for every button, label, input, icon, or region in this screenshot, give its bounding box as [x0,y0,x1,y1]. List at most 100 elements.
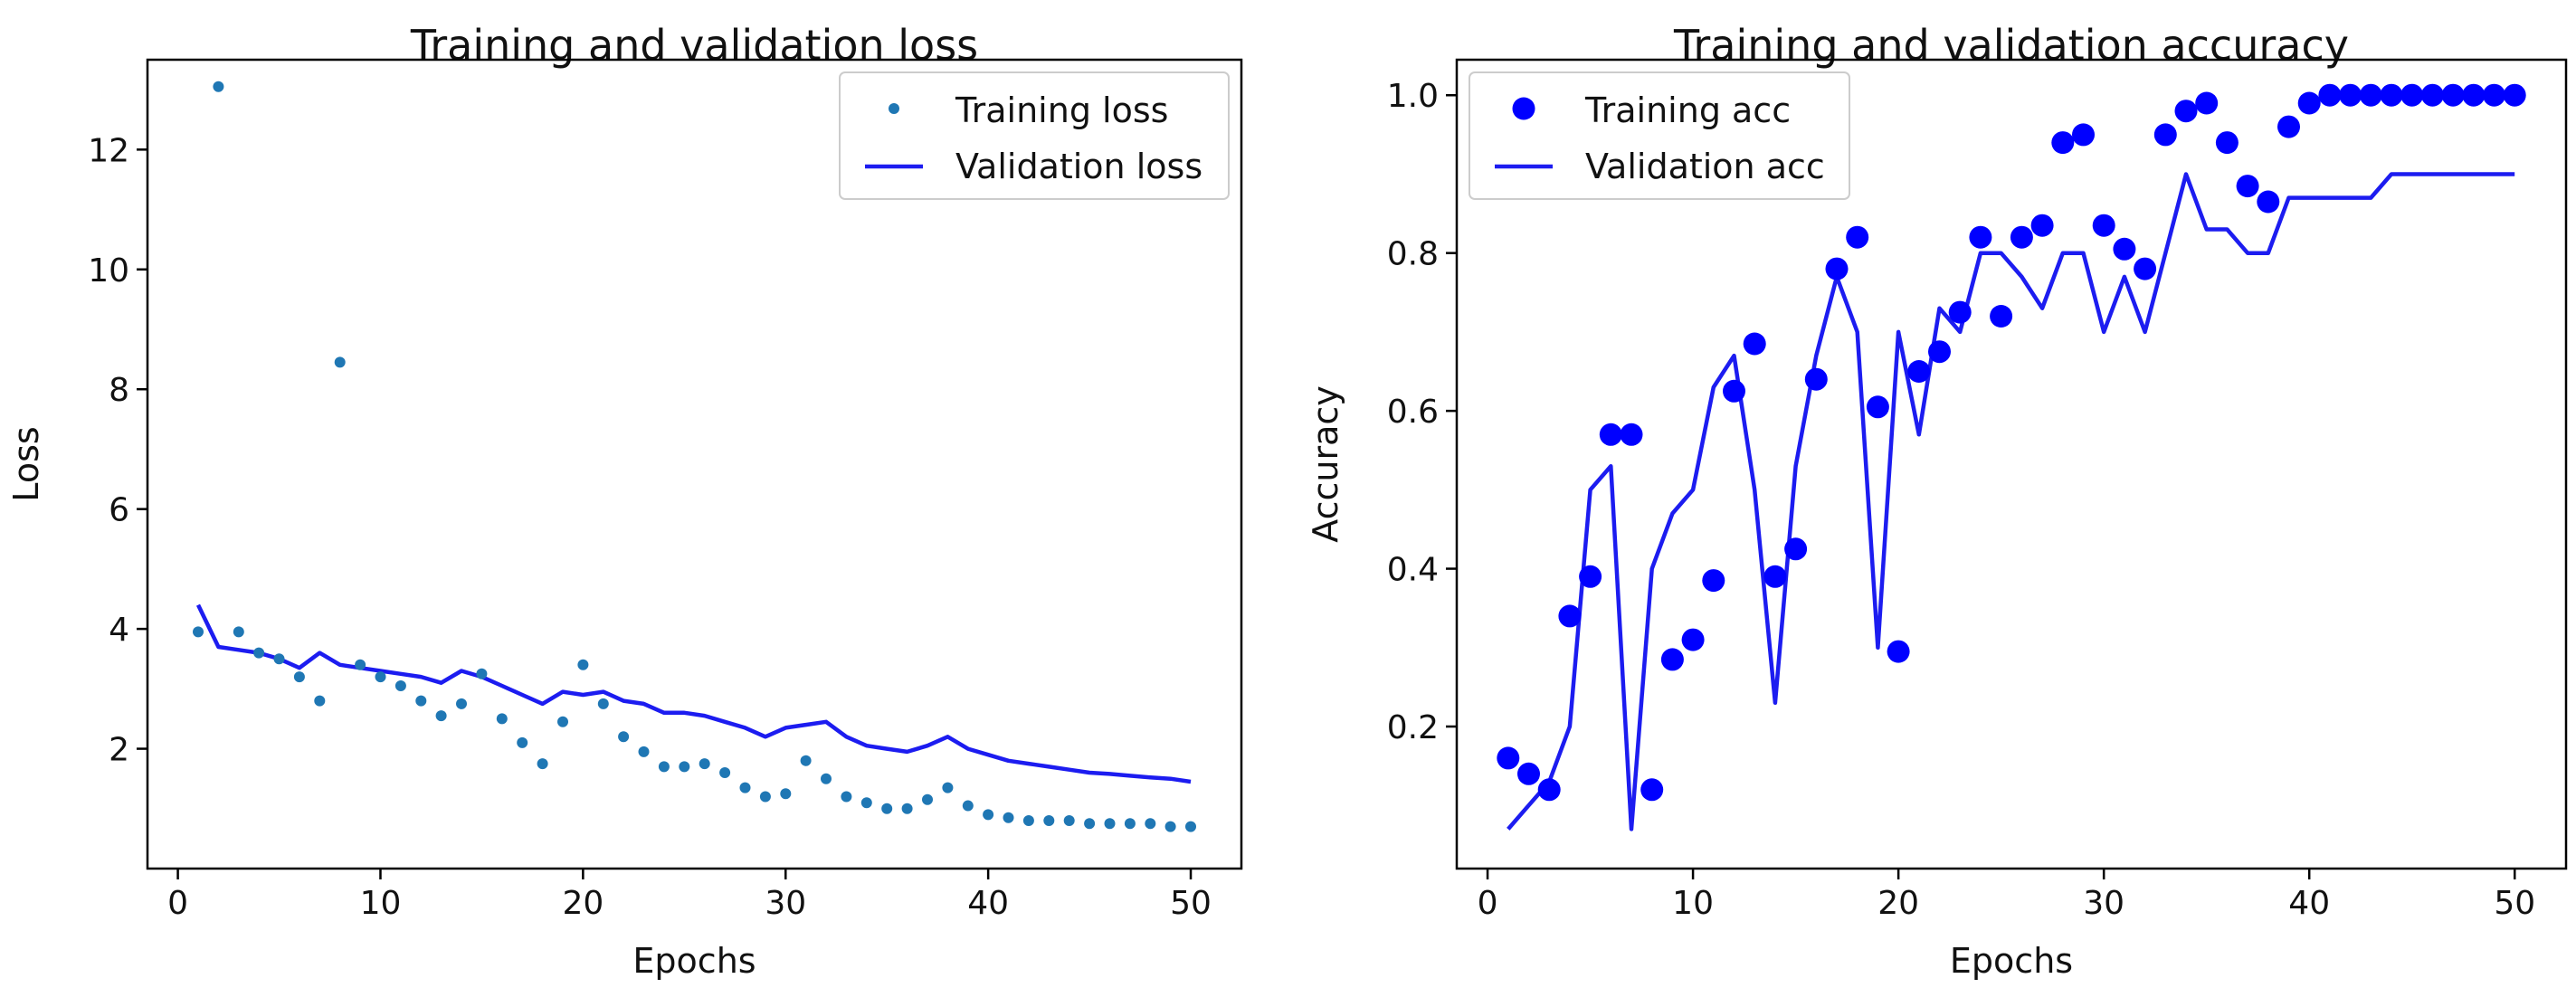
loss-chart-point [821,773,832,784]
loss-chart-x-tick-label: 50 [1170,885,1212,922]
accuracy-chart-point [2030,214,2054,237]
accuracy-chart-point [1784,537,1808,561]
loss-chart-point [1084,818,1096,830]
accuracy-chart-legend-label: Validation acc [1585,147,1825,186]
accuracy-chart-point [1620,423,1643,446]
loss-chart-point [780,788,792,800]
loss-chart-legend-label: Validation loss [955,147,1202,186]
loss-chart-point [557,716,568,727]
loss-chart-title: Training and validation loss [410,21,978,70]
loss-chart-y-tick-label: 8 [109,372,129,409]
accuracy-chart-point [1497,746,1520,770]
accuracy-chart-point [2359,83,2382,107]
loss-chart-x-tick-label: 40 [967,885,1009,922]
accuracy-chart-legend-marker [1512,97,1535,120]
accuracy-chart-legend-label: Training acc [1584,90,1791,130]
loss-chart-point [375,671,386,683]
loss-chart-x-tick-label: 20 [562,885,604,922]
accuracy-chart-point [2195,91,2219,115]
loss-chart-point [638,746,650,757]
loss-chart-point [1164,821,1176,832]
accuracy-chart-point [2483,83,2505,107]
loss-chart-legend-marker [889,103,899,114]
accuracy-chart-point [1558,604,1582,628]
accuracy-chart-point [1640,778,1664,802]
loss-chart-point [618,731,630,743]
loss-chart-point [881,803,893,814]
accuracy-chart-point [2318,83,2342,107]
loss-chart-y-tick-label: 12 [88,132,129,169]
accuracy-chart-point [1763,565,1787,588]
loss-chart-point [1022,815,1034,826]
accuracy-chart-y-tick-label: 0.8 [1387,236,1439,273]
loss-chart-x-tick-label: 0 [167,885,188,922]
accuracy-chart-point [1702,569,1725,593]
accuracy-chart-point [2297,91,2321,115]
accuracy-chart-point [2134,257,2157,280]
loss-chart-point [597,698,609,709]
accuracy-chart-y-tick-label: 0.6 [1387,394,1439,431]
accuracy-chart-point [2051,131,2075,155]
loss-chart-point [922,793,933,805]
loss-chart-legend-label: Training loss [955,90,1168,130]
loss-chart-point [273,653,285,665]
accuracy-chart-point [1907,360,1931,383]
accuracy-chart-point [2339,83,2362,107]
loss-chart-point [841,791,852,803]
accuracy-chart-point [1969,225,1992,249]
accuracy-chart-point [2010,225,2033,249]
accuracy-chart-point [1948,300,1972,324]
accuracy-chart-point [2072,123,2095,147]
accuracy-chart-y-tick-label: 1.0 [1387,78,1439,115]
accuracy-chart-point [1804,367,1828,391]
loss-chart-point [456,698,467,709]
accuracy-chart-series-line-2 [1507,172,2515,831]
loss-chart-y-tick-label: 6 [109,492,129,529]
loss-chart-point [415,695,427,707]
accuracy-chart-point [1887,640,1910,663]
loss-chart-point [739,782,751,793]
accuracy-chart-title: Training and validation accuracy [1673,21,2349,70]
loss-chart-point [394,680,406,691]
loss-chart-y-tick-label: 4 [109,612,129,649]
loss-chart-point [1043,815,1055,826]
loss-chart-legend [839,71,1230,200]
loss-chart-point [253,647,265,659]
loss-chart-point [577,659,589,670]
accuracy-chart-x-tick-label: 30 [2083,885,2124,922]
accuracy-chart-x-tick-label: 0 [1478,885,1498,922]
loss-chart-point [1145,818,1156,830]
loss-chart-point [213,81,224,92]
loss-chart-point [679,761,690,773]
loss-chart-point [1124,818,1136,830]
loss-chart-point [983,809,994,821]
loss-chart-y-tick-label: 10 [88,252,129,290]
loss-chart-point [942,782,954,793]
loss-chart-point [334,356,346,368]
loss-chart-point [233,626,244,638]
accuracy-chart-point [2174,100,2198,123]
accuracy-chart-x-tick-label: 40 [2288,885,2330,922]
accuracy-chart-y-tick-label: 0.2 [1387,709,1439,746]
loss-chart-plot-frame [146,58,1243,870]
accuracy-chart: Training and validation accuracy Epochs … [1306,21,2568,981]
accuracy-chart-point [2441,83,2465,107]
loss-chart-point [699,758,710,770]
accuracy-chart-point [1990,305,2013,328]
loss-chart-point [1104,818,1116,830]
loss-chart-point [901,803,913,814]
accuracy-chart-point [1846,225,1869,249]
loss-chart-point [355,659,366,670]
accuracy-chart-point [1537,778,1561,802]
loss-chart-y-tick-label: 2 [109,732,129,769]
accuracy-chart-y-tick-label: 0.4 [1387,552,1439,589]
accuracy-chart-point [2257,190,2280,214]
loss-chart-xlabel: Epochs [632,941,756,981]
accuracy-chart-point [2420,83,2444,107]
loss-chart-point [517,736,528,748]
loss-chart-point [1003,812,1014,823]
loss-chart-x-tick-label: 10 [360,885,402,922]
loss-chart-x-tick-label: 30 [765,885,806,922]
